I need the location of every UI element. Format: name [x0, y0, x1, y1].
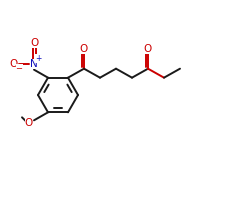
Text: O: O — [80, 44, 88, 54]
Text: O: O — [30, 38, 39, 48]
Text: O: O — [144, 44, 152, 54]
Text: +: + — [35, 54, 42, 63]
Text: −: − — [16, 64, 23, 73]
Text: O: O — [9, 59, 17, 69]
Text: N: N — [30, 59, 38, 69]
Text: O: O — [25, 118, 33, 128]
